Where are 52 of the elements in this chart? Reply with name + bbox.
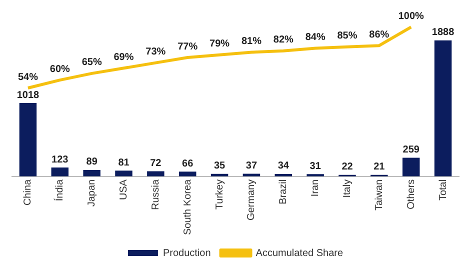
data-label: 81 — [118, 157, 130, 168]
data-label: 86% — [369, 29, 390, 40]
data-label: 79% — [210, 38, 230, 50]
data-label: 54% — [18, 72, 38, 83]
x-tick-label: Total — [438, 179, 449, 201]
data-label: 34 — [278, 160, 290, 172]
bar — [115, 170, 132, 176]
x-tick-label: Japan — [86, 179, 98, 207]
data-label: 89 — [86, 156, 98, 168]
data-label: 123 — [52, 154, 69, 166]
data-label: 84% — [305, 32, 326, 43]
data-label: 73% — [146, 46, 166, 58]
bar — [402, 158, 420, 176]
bar — [83, 170, 100, 176]
x-tick-label: Turkey — [214, 179, 226, 210]
x-tick-label: Germany — [246, 179, 258, 221]
data-label: 1018 — [16, 90, 40, 101]
data-label: 85% — [337, 30, 358, 42]
bar — [147, 171, 164, 176]
x-tick-label: South Korea — [182, 178, 194, 236]
bar — [178, 172, 196, 176]
x-tick-label: Taiwan — [374, 179, 385, 211]
data-label: 66 — [182, 158, 194, 170]
x-tick-label: Iran — [310, 179, 322, 197]
legend-label: Accumulated Share — [256, 248, 344, 259]
data-label: 65% — [82, 57, 102, 68]
x-tick-label: Others — [406, 179, 417, 210]
x-tick-label: Índia — [54, 178, 66, 202]
data-label: 72 — [150, 158, 162, 169]
bar — [242, 174, 260, 176]
data-label: 81% — [241, 36, 262, 47]
data-label: 1888 — [432, 27, 455, 38]
data-label: 37 — [246, 160, 258, 172]
legend-label: Production — [162, 248, 211, 259]
data-label: 77% — [178, 41, 198, 52]
x-tick-label: USA — [118, 179, 130, 200]
x-tick-label: Italy — [342, 179, 353, 198]
data-label: 82% — [273, 34, 294, 46]
data-label: 100% — [398, 10, 424, 22]
data-label: 60% — [50, 64, 70, 75]
data-label: 21 — [374, 162, 386, 173]
bar — [434, 40, 452, 176]
data-label: 259 — [402, 144, 420, 156]
bar — [51, 168, 69, 176]
bar — [19, 103, 37, 176]
data-label: 35 — [214, 160, 226, 172]
x-tick-label: China — [22, 178, 34, 206]
x-tick-label: Russia — [150, 178, 162, 210]
data-label: 31 — [310, 160, 322, 172]
x-tick-label: Brazil — [278, 179, 290, 204]
data-label: 69% — [114, 52, 134, 63]
data-label: 22 — [342, 162, 354, 173]
